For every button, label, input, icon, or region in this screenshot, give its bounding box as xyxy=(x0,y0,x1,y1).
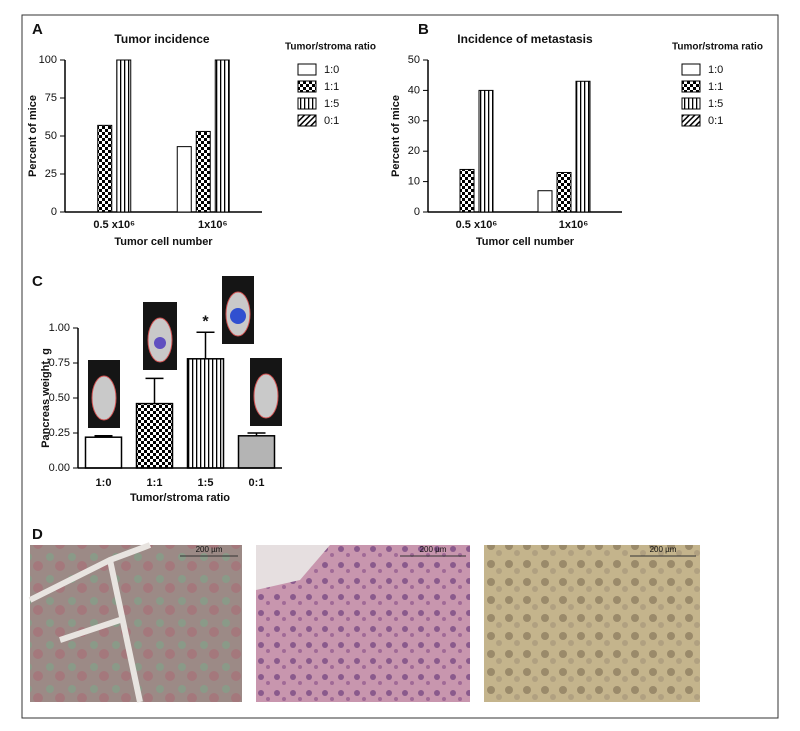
y-tick-label: 0.75 xyxy=(49,357,70,369)
legend-label: 1:5 xyxy=(324,98,339,110)
y-tick-label: 30 xyxy=(408,115,420,127)
x-tick-label: 1x10⁶ xyxy=(198,219,228,231)
bar xyxy=(556,171,572,213)
panel-label: C xyxy=(32,273,43,290)
x-tick-label: 1:1 xyxy=(147,477,163,489)
y-tick-label: 75 xyxy=(45,92,57,104)
legend-title: Tumor/stroma ratio xyxy=(672,42,763,53)
figure-frame xyxy=(21,14,779,719)
bar xyxy=(97,124,113,213)
scale-label: 200 µm xyxy=(650,545,677,554)
x-axis-label: Tumor/stroma ratio xyxy=(130,492,230,504)
y-tick-label: 0.25 xyxy=(49,427,70,439)
y-tick-label: 0.00 xyxy=(49,462,70,474)
chart-title: Incidence of metastasis xyxy=(457,32,593,46)
bar xyxy=(135,402,174,469)
x-tick-label: 1x10⁶ xyxy=(559,219,589,231)
y-tick-label: 0 xyxy=(51,206,57,218)
x-tick-label: 1:5 xyxy=(198,477,214,489)
legend-label: 0:1 xyxy=(324,115,339,127)
bar xyxy=(84,436,123,469)
scale-label: 200 µm xyxy=(420,545,447,554)
legend-swatch xyxy=(297,63,317,76)
y-tick-label: 10 xyxy=(408,176,420,188)
y-tick-label: 50 xyxy=(45,130,57,142)
bar xyxy=(116,59,132,213)
legend-label: 1:1 xyxy=(708,81,723,93)
legend-swatch xyxy=(297,114,317,127)
x-tick-label: 0.5 x10⁶ xyxy=(93,219,135,231)
x-axis-label: Tumor cell number xyxy=(114,236,213,248)
annotation: * xyxy=(202,313,209,330)
legend-label: 1:1 xyxy=(324,81,339,93)
x-tick-label: 0.5 x10⁶ xyxy=(456,219,498,231)
legend-swatch xyxy=(681,97,701,110)
legend-swatch xyxy=(681,63,701,76)
x-tick-label: 0:1 xyxy=(249,477,265,489)
bar xyxy=(237,435,276,469)
bar xyxy=(186,358,225,469)
mouse-image xyxy=(250,358,282,426)
y-tick-label: 25 xyxy=(45,168,57,180)
legend-label: 1:5 xyxy=(708,98,723,110)
legend-label: 0:1 xyxy=(708,115,723,127)
chart-title: Tumor incidence xyxy=(114,32,209,46)
y-axis-label: Percent of mice xyxy=(27,95,39,177)
bar xyxy=(575,80,591,213)
x-axis-label: Tumor cell number xyxy=(476,236,575,248)
bar xyxy=(195,130,211,213)
bar xyxy=(214,59,230,213)
panel-label: A xyxy=(32,21,43,38)
y-tick-label: 40 xyxy=(408,84,420,96)
bar xyxy=(176,146,192,213)
legend-label: 1:0 xyxy=(708,64,723,76)
legend-swatch xyxy=(297,97,317,110)
legend-swatch xyxy=(681,114,701,127)
legend-title: Tumor/stroma ratio xyxy=(285,42,376,53)
legend-swatch xyxy=(297,80,317,93)
bar xyxy=(478,89,494,213)
bar xyxy=(537,190,553,213)
y-tick-label: 50 xyxy=(408,54,420,66)
bar xyxy=(459,168,475,213)
y-tick-label: 0 xyxy=(414,206,420,218)
mouse-image xyxy=(88,360,120,428)
mouse-images xyxy=(88,276,282,428)
panel-label: B xyxy=(418,21,429,38)
y-tick-label: 0.50 xyxy=(49,392,70,404)
mouse-image xyxy=(222,276,254,344)
tissue-gap xyxy=(28,542,152,703)
histology-image xyxy=(484,545,700,702)
mouse-image xyxy=(143,302,177,370)
legend-swatch xyxy=(681,80,701,93)
y-tick-label: 100 xyxy=(39,54,57,66)
tissue-gap xyxy=(256,545,330,590)
y-tick-label: 1.00 xyxy=(49,322,70,334)
x-tick-label: 1:0 xyxy=(96,477,112,489)
y-axis-label: Pancreas weight, g xyxy=(40,348,52,448)
panel-label: D xyxy=(32,526,43,543)
y-axis-label: Percent of mice xyxy=(390,95,402,177)
y-tick-label: 20 xyxy=(408,145,420,157)
legend-label: 1:0 xyxy=(324,64,339,76)
scale-label: 200 µm xyxy=(196,545,223,554)
